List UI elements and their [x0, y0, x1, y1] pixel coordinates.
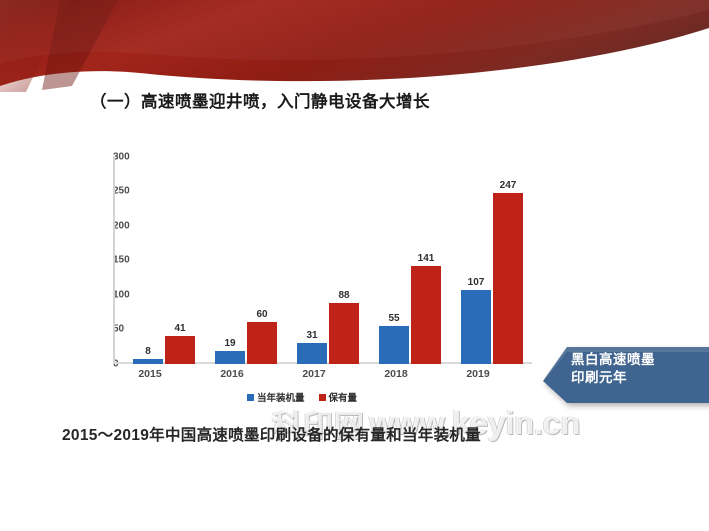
bar-group-2016: 19 60 — [211, 156, 281, 364]
bar-chart: 0 50 100 150 200 250 300 8 41 19 — [72, 146, 532, 404]
legend-swatch-blue-icon — [246, 393, 254, 401]
callout-line-1: 黑白高速喷墨 — [571, 352, 655, 367]
callout-line-2: 印刷元年 — [571, 369, 627, 385]
x-axis-tick-2018: 2018 — [384, 368, 408, 380]
callout-text: 黑白高速喷墨 印刷元年 — [571, 351, 709, 387]
bar-label: 8 — [145, 345, 151, 357]
chart-legend: 当年装机量 保有量 — [72, 390, 532, 404]
legend-swatch-red-icon — [318, 393, 326, 401]
bar-2018-current-year[interactable]: 55 — [379, 313, 409, 364]
bar-label: 141 — [417, 253, 435, 265]
x-axis-tick-2019: 2019 — [466, 368, 490, 380]
callout-banner: 黑白高速喷墨 印刷元年 — [543, 341, 709, 409]
banner-shape — [0, 0, 709, 92]
y-axis-line — [113, 156, 115, 364]
bar-label: 60 — [256, 309, 268, 321]
bar-group-2019: 107 247 — [457, 156, 527, 364]
bar-label: 55 — [388, 312, 400, 324]
bar-2016-installed-base[interactable]: 60 — [247, 309, 277, 364]
bar-label: 247 — [499, 179, 517, 191]
bar-2016-current-year[interactable]: 19 — [215, 338, 245, 364]
x-axis-tick-2016: 2016 — [220, 368, 244, 380]
chart-caption: 2015～2019年中国高速喷墨印刷设备的保有量和当年装机量 — [62, 427, 481, 444]
bar-2015-current-year[interactable]: 8 — [133, 346, 163, 364]
plot-area: 8 41 19 60 31 88 — [115, 156, 532, 364]
bar-2019-installed-base[interactable]: 247 — [493, 180, 523, 364]
bar-2017-current-year[interactable]: 31 — [297, 330, 327, 364]
legend-item-current-year[interactable]: 当年装机量 — [246, 390, 305, 404]
bar-group-2017: 31 88 — [293, 156, 363, 364]
bar-label: 19 — [224, 337, 236, 349]
callout-arrow-shape — [543, 347, 709, 403]
legend-label: 当年装机量 — [256, 393, 305, 404]
bar-2017-installed-base[interactable]: 88 — [329, 290, 359, 364]
bar-label: 107 — [467, 276, 485, 288]
bar-group-2018: 55 141 — [375, 156, 445, 364]
bar-group-2015: 8 41 — [129, 156, 199, 364]
bar-2018-installed-base[interactable]: 141 — [411, 253, 441, 364]
bar-2019-current-year[interactable]: 107 — [461, 277, 491, 364]
legend-item-installed-base[interactable]: 保有量 — [318, 390, 358, 404]
legend-label: 保有量 — [328, 393, 358, 404]
bar-2015-installed-base[interactable]: 41 — [165, 323, 195, 364]
bar-label: 41 — [174, 322, 186, 334]
slide-title: （一）高速喷墨迎井喷，入门静电设备大增长 — [90, 93, 430, 111]
bar-label: 31 — [306, 329, 318, 341]
x-axis-tick-2017: 2017 — [302, 368, 326, 380]
bar-label: 88 — [338, 290, 350, 301]
x-axis-tick-2015: 2015 — [138, 368, 162, 380]
decorative-header-banner — [0, 0, 709, 92]
